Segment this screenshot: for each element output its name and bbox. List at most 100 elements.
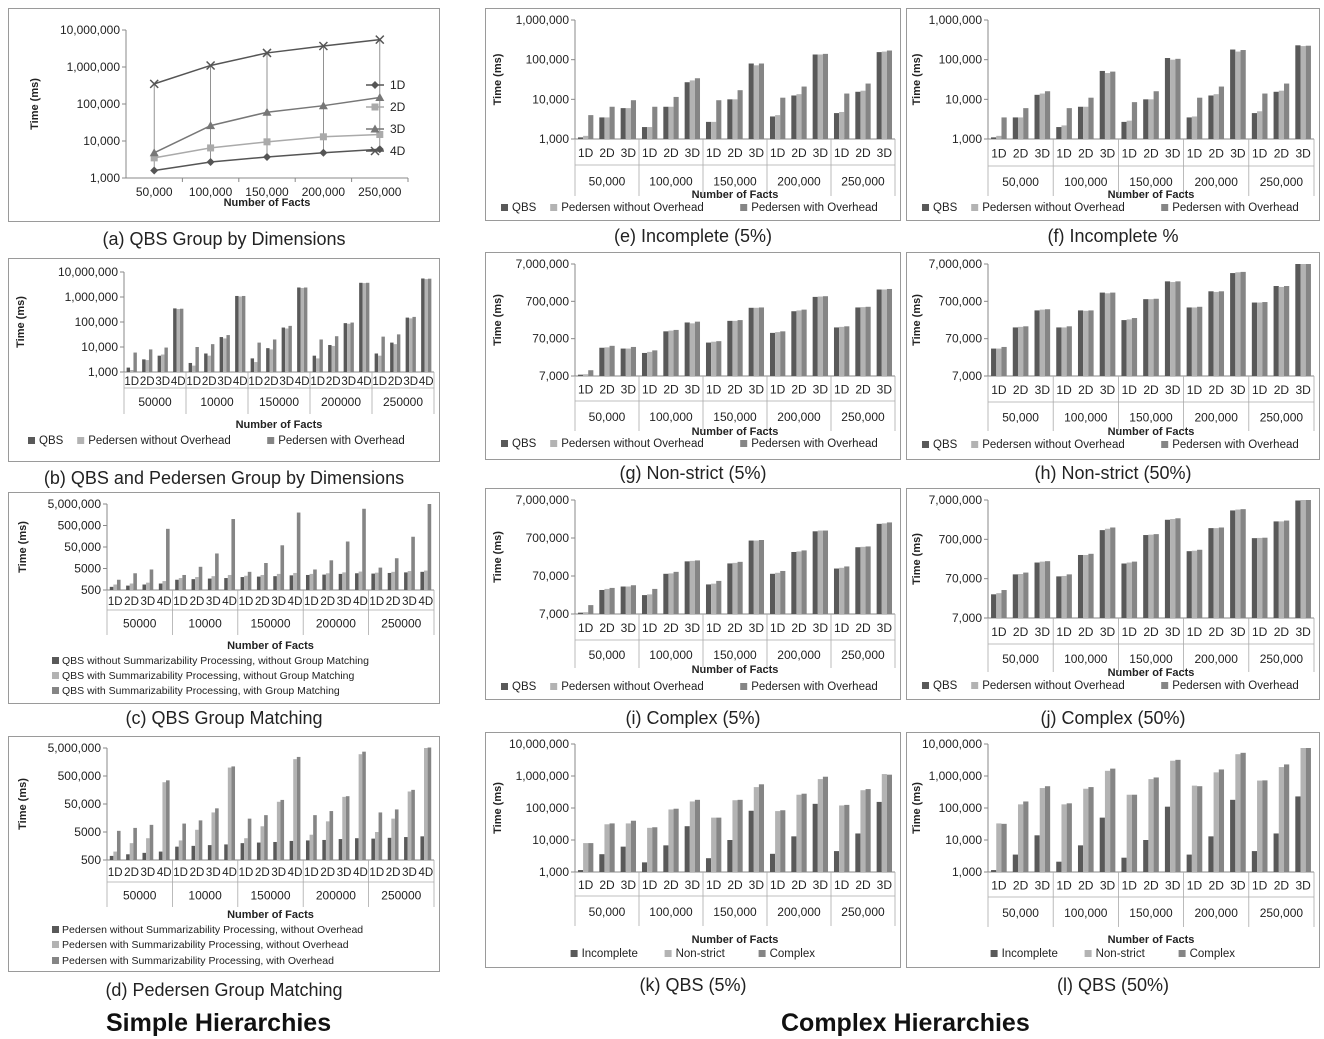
bar-50,000-2D-2 xyxy=(1017,804,1024,872)
subcategory-label: 2D xyxy=(599,146,615,160)
bar-50,000-3D-2 xyxy=(625,108,631,139)
bar-150000-4D-2 xyxy=(293,572,297,590)
bar-100,000-1D-3 xyxy=(652,827,658,872)
bar-100,000-2D-2 xyxy=(1083,788,1089,872)
legend-label: Pedersen without Overhead xyxy=(561,202,704,214)
subcategory-label: 1D xyxy=(834,621,850,635)
y-axis-title: Time (ms) xyxy=(29,78,41,130)
bar-10000-3D-2 xyxy=(223,338,227,372)
bar-100,000-1D-3 xyxy=(1066,326,1072,376)
y-tick-label: 7,000 xyxy=(539,369,569,383)
group-label: 150,000 xyxy=(713,648,757,662)
subcategory-label: 2D xyxy=(855,383,871,397)
bar-250,000-1D-1 xyxy=(1251,851,1258,872)
bar-150,000-3D-1 xyxy=(748,540,754,614)
group-label: 50,000 xyxy=(1002,175,1039,189)
y-tick-label: 500 xyxy=(81,583,101,597)
bar-150000-2D-1 xyxy=(256,842,261,860)
bar-50,000-3D-1 xyxy=(1034,562,1040,618)
bar-150000-2D-1 xyxy=(266,348,270,372)
bar-200,000-1D-1 xyxy=(769,573,776,614)
subcategory-label: 1D xyxy=(1252,625,1268,639)
bar-50,000-1D-2 xyxy=(996,348,1002,376)
bar-50,000-1D-2 xyxy=(996,135,1002,139)
bar-150000-3D-1 xyxy=(273,841,277,860)
bar-200,000-3D-3 xyxy=(1240,752,1246,872)
chart-svg-b: 1,000 10,000 100,000 1,000,000 10,000,000 Tim… xyxy=(15,265,435,447)
chart-panel-j: 7,000 70,000 700,000 7,000,000 Time (ms) 1D 2D… xyxy=(906,488,1320,700)
subcategory-label: 4D xyxy=(233,376,248,388)
bar-250,000-3D-1 xyxy=(1295,264,1301,376)
legend-swatch xyxy=(77,437,85,444)
group-label: 150000 xyxy=(250,889,290,903)
legend-label: QBS xyxy=(512,438,537,450)
bar-200,000-1D-2 xyxy=(1191,550,1198,618)
group-label: 100,000 xyxy=(649,175,693,189)
bar-100,000-2D-1 xyxy=(663,573,669,614)
bar-250,000-2D-1 xyxy=(855,91,861,139)
subcategory-label: 3D xyxy=(1035,625,1051,639)
bar-250000-1D-3 xyxy=(381,336,385,372)
bar-200000-4D-1 xyxy=(355,838,359,860)
bar-10000-2D-3 xyxy=(198,820,203,860)
bar-200,000-3D-3 xyxy=(822,776,829,872)
y-tick-label: 100,000 xyxy=(75,315,119,329)
bar-50,000-1D-3 xyxy=(1001,590,1007,618)
subcategory-label: 4D xyxy=(157,867,172,879)
legend-swatch xyxy=(740,204,748,211)
bar-250,000-2D-3 xyxy=(865,546,871,614)
bar-100,000-3D-3 xyxy=(1110,71,1116,139)
y-tick-label: 1,000,000 xyxy=(516,769,570,783)
subcategory-label: 1D xyxy=(991,147,1007,161)
bar-10000-1D-2 xyxy=(192,365,196,372)
x-axis-title: Number of Facts xyxy=(236,419,323,431)
bar-150000-2D-3 xyxy=(264,815,268,860)
bar-100,000-2D-1 xyxy=(1077,845,1084,872)
bar-250,000-1D-2 xyxy=(839,567,845,614)
bar-50000-4D-3 xyxy=(179,308,184,372)
bar-250,000-3D-3 xyxy=(1305,45,1311,139)
subcategory-label: 2D xyxy=(663,383,679,397)
bar-200000-1D-1 xyxy=(312,355,317,372)
bar-100,000-1D-2 xyxy=(647,351,653,376)
x-axis-title: Number of Facts xyxy=(227,909,314,921)
legend-label: Pedersen without Overhead xyxy=(88,435,231,447)
legend-label: Pedersen with Summarizability Processing… xyxy=(62,955,334,967)
point-3D xyxy=(149,148,159,157)
subcategory-label: 1D xyxy=(369,867,384,879)
y-axis-title: Time (ms) xyxy=(15,296,27,348)
subcategory-label: 1D xyxy=(770,621,786,635)
bar-250,000-2D-2 xyxy=(860,790,866,872)
bar-250,000-1D-2 xyxy=(839,326,845,376)
bar-200,000-3D-1 xyxy=(1230,49,1236,139)
bar-150,000-1D-3 xyxy=(1131,318,1138,376)
legend-label: Non-strict xyxy=(1096,948,1146,960)
subcategory-label: 2D xyxy=(855,146,871,160)
chart-panel-h: 7,000 70,000 700,000 7,000,000 Time (ms) 1D 2D… xyxy=(906,252,1320,460)
x-axis-title: Number of Facts xyxy=(224,197,311,209)
group-label: 250,000 xyxy=(841,648,885,662)
bar-100,000-2D-2 xyxy=(1083,554,1089,618)
bar-50,000-3D-1 xyxy=(620,108,626,139)
bar-200,000-2D-2 xyxy=(796,310,802,376)
bar-200,000-2D-1 xyxy=(791,95,797,139)
subcategory-label: 2D xyxy=(255,596,270,608)
bar-200000-3D-1 xyxy=(338,839,343,860)
bar-100,000-3D-1 xyxy=(1099,817,1105,872)
bar-150000-1D-2 xyxy=(244,575,248,590)
subcategory-label: 3D xyxy=(141,867,156,879)
bar-10000-1D-1 xyxy=(188,362,193,372)
bar-200,000-3D-1 xyxy=(1230,510,1236,618)
bar-50,000-3D-1 xyxy=(1034,94,1040,139)
bar-50000-2D-3 xyxy=(133,827,137,860)
bar-200000-4D-3 xyxy=(365,282,370,372)
bar-150,000-1D-1 xyxy=(705,584,712,614)
subcategory-label: 1D xyxy=(642,146,658,160)
subcategory-label: 3D xyxy=(402,596,417,608)
legend-swatch xyxy=(501,440,508,447)
bar-50,000-2D-3 xyxy=(609,587,615,614)
x-axis-title: Number of Facts xyxy=(692,934,779,946)
bar-150,000-2D-3 xyxy=(1153,91,1159,139)
bar-150,000-3D-1 xyxy=(748,63,754,139)
bar-250,000-3D-3 xyxy=(1305,747,1311,872)
